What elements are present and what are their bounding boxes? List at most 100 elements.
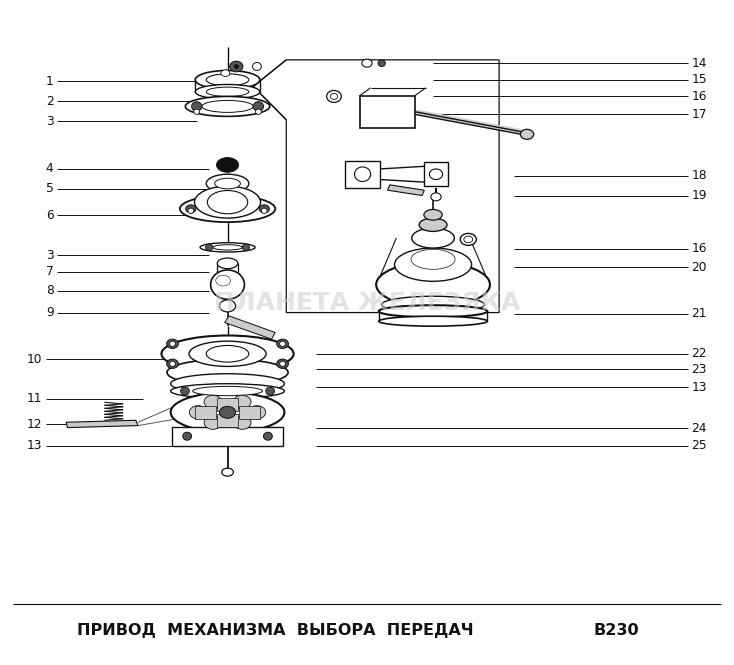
- Ellipse shape: [219, 300, 236, 312]
- Bar: [345, 161, 380, 188]
- Text: 8: 8: [46, 284, 54, 297]
- Ellipse shape: [264, 432, 272, 440]
- Ellipse shape: [280, 341, 286, 346]
- Ellipse shape: [266, 387, 275, 395]
- Text: 21: 21: [691, 307, 707, 321]
- Ellipse shape: [195, 70, 260, 89]
- Text: ПРИВОД  МЕХАНИЗМА  ВЫБОРА  ПЕРЕДАЧ: ПРИВОД МЕХАНИЗМА ВЫБОРА ПЕРЕДАЧ: [77, 623, 473, 638]
- Ellipse shape: [252, 63, 261, 70]
- Ellipse shape: [379, 305, 487, 317]
- Text: 7: 7: [46, 265, 54, 279]
- Ellipse shape: [214, 178, 240, 189]
- Text: 22: 22: [691, 347, 707, 360]
- Ellipse shape: [261, 208, 267, 213]
- Ellipse shape: [217, 271, 238, 279]
- Ellipse shape: [242, 244, 250, 251]
- Text: 3: 3: [46, 249, 54, 262]
- Text: 20: 20: [691, 261, 707, 274]
- Ellipse shape: [233, 395, 251, 408]
- Text: 6: 6: [46, 209, 54, 222]
- Ellipse shape: [429, 169, 443, 180]
- Ellipse shape: [355, 167, 371, 182]
- Ellipse shape: [378, 60, 385, 66]
- Ellipse shape: [204, 395, 222, 408]
- Ellipse shape: [192, 386, 262, 396]
- Bar: [195, 406, 216, 419]
- Text: ПЛАНЕТА ЖЕЛЕЗЯКА: ПЛАНЕТА ЖЕЛЕЗЯКА: [214, 291, 520, 315]
- Ellipse shape: [424, 209, 442, 220]
- Text: 12: 12: [27, 418, 43, 431]
- Text: 23: 23: [691, 362, 707, 376]
- Ellipse shape: [170, 374, 285, 394]
- Polygon shape: [225, 316, 275, 339]
- Ellipse shape: [379, 316, 487, 327]
- Ellipse shape: [216, 275, 230, 286]
- Ellipse shape: [221, 70, 230, 76]
- Ellipse shape: [183, 432, 192, 440]
- Ellipse shape: [222, 468, 233, 476]
- Ellipse shape: [192, 102, 202, 111]
- Ellipse shape: [411, 249, 455, 269]
- Text: 10: 10: [27, 352, 43, 366]
- Ellipse shape: [259, 205, 269, 213]
- Ellipse shape: [222, 161, 233, 169]
- Ellipse shape: [520, 129, 534, 139]
- Text: 5: 5: [46, 182, 54, 196]
- Text: 13: 13: [691, 380, 707, 394]
- Ellipse shape: [464, 236, 473, 243]
- Ellipse shape: [395, 248, 471, 281]
- Ellipse shape: [460, 233, 476, 245]
- Ellipse shape: [186, 205, 196, 213]
- Ellipse shape: [213, 245, 242, 250]
- Ellipse shape: [219, 406, 236, 418]
- Bar: [172, 427, 283, 446]
- Polygon shape: [253, 60, 499, 313]
- Text: 14: 14: [691, 57, 707, 70]
- Ellipse shape: [204, 416, 222, 430]
- Ellipse shape: [181, 387, 189, 395]
- Ellipse shape: [188, 208, 194, 213]
- Ellipse shape: [170, 341, 175, 346]
- Ellipse shape: [277, 339, 288, 348]
- Ellipse shape: [195, 186, 261, 218]
- Ellipse shape: [431, 193, 441, 201]
- Ellipse shape: [211, 270, 244, 299]
- Ellipse shape: [161, 335, 294, 372]
- Ellipse shape: [170, 384, 285, 398]
- Ellipse shape: [180, 196, 275, 222]
- Ellipse shape: [206, 74, 249, 86]
- Text: 9: 9: [46, 306, 54, 319]
- Ellipse shape: [362, 59, 372, 67]
- Ellipse shape: [206, 87, 249, 96]
- Text: 15: 15: [691, 73, 707, 86]
- Ellipse shape: [248, 406, 266, 419]
- Text: 11: 11: [27, 392, 43, 406]
- Ellipse shape: [167, 359, 178, 368]
- Text: 19: 19: [691, 189, 707, 202]
- Ellipse shape: [255, 109, 261, 114]
- Text: 16: 16: [691, 242, 707, 255]
- Ellipse shape: [206, 345, 249, 362]
- Text: 18: 18: [691, 169, 707, 182]
- Ellipse shape: [167, 359, 288, 386]
- Text: 1: 1: [46, 74, 54, 88]
- Ellipse shape: [195, 84, 260, 99]
- Text: 16: 16: [691, 90, 707, 103]
- Polygon shape: [66, 420, 138, 428]
- Text: В230: В230: [594, 623, 639, 638]
- Ellipse shape: [189, 341, 266, 366]
- Ellipse shape: [202, 100, 253, 112]
- Ellipse shape: [230, 61, 243, 72]
- Ellipse shape: [170, 361, 175, 366]
- Ellipse shape: [376, 262, 490, 307]
- Bar: [217, 398, 238, 411]
- Ellipse shape: [327, 90, 341, 102]
- Text: 4: 4: [46, 162, 54, 176]
- Ellipse shape: [217, 158, 239, 172]
- Ellipse shape: [253, 102, 264, 111]
- Ellipse shape: [206, 244, 213, 251]
- Ellipse shape: [207, 190, 247, 213]
- Ellipse shape: [185, 96, 270, 116]
- Text: 24: 24: [691, 422, 707, 435]
- Polygon shape: [388, 185, 424, 196]
